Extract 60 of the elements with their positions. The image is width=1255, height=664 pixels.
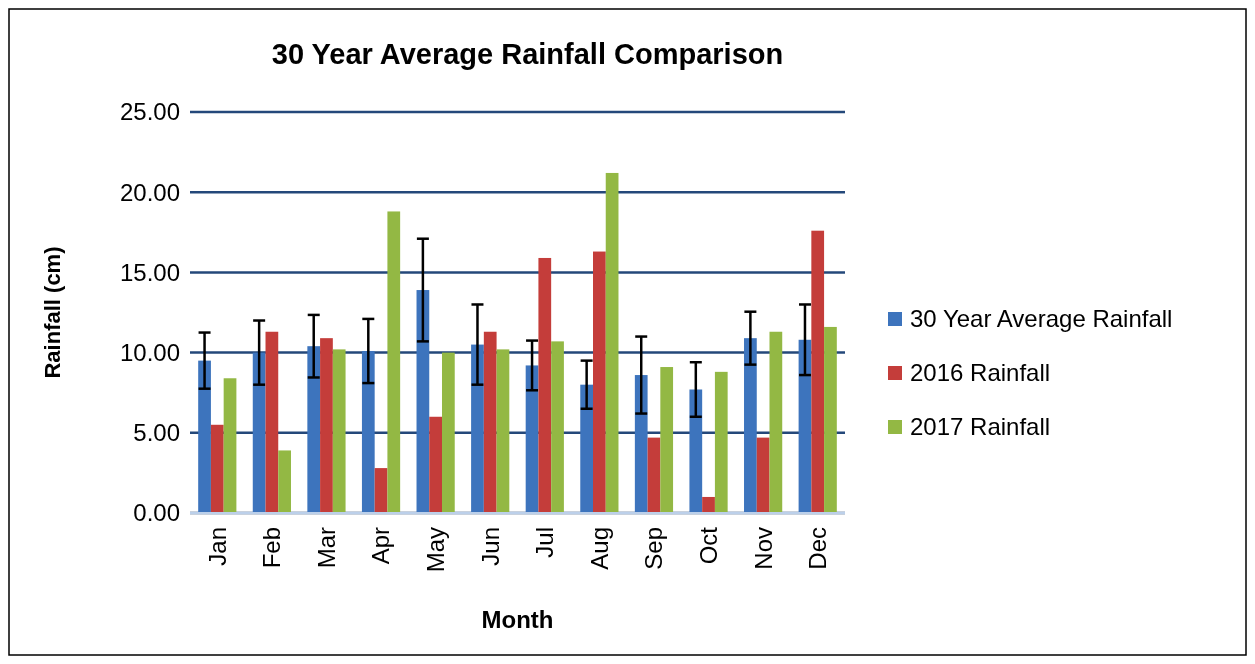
x-tick-label: Jan [203,527,231,566]
bar [824,326,837,513]
x-tick-label: May [422,527,450,573]
bar [265,331,279,513]
y-tick-label: 0.00 [133,499,180,527]
bar [538,257,552,513]
bar [593,251,606,513]
bar [374,468,388,513]
bar [811,230,825,513]
bar [198,360,211,513]
bar [744,338,757,513]
bar [278,450,291,513]
chart-title: 30 Year Average Rainfall Comparison [271,38,784,70]
bar [252,352,266,513]
y-tick-label: 20.00 [119,178,180,206]
x-tick-label: Jun [476,527,504,566]
y-tick-label: 25.00 [119,98,180,126]
bar [714,371,728,513]
y-axis-title: Rainfall (cm) [40,246,65,379]
x-tick-label: Jul [531,527,559,558]
bar [689,389,703,513]
bar [551,341,564,513]
x-tick-label: Dec [804,527,832,570]
x-tick-label: Feb [258,527,286,569]
x-tick-label: Mar [312,527,340,569]
bar [605,172,619,513]
bar [387,211,401,513]
bar [769,331,783,513]
bar [416,290,430,513]
bar [307,346,321,513]
bar [634,375,648,513]
bar [702,496,715,513]
bar [223,378,237,513]
x-tick-label: Sep [640,527,668,570]
bar [471,344,484,513]
bar [580,384,594,513]
bar [320,338,333,513]
bar [483,331,497,513]
y-tick-label: 10.00 [119,339,180,366]
bar [210,424,224,513]
bar [798,339,812,513]
legend-label: 30 Year Average Rainfall [910,305,1173,333]
x-tick-label: Nov [749,527,777,570]
bar [361,351,375,513]
x-tick-label: Oct [694,526,722,565]
x-axis-title: Month [481,606,554,633]
bar [332,349,346,513]
x-tick-label: Aug [585,527,613,570]
bar [647,437,661,513]
bar [441,352,455,513]
legend-label: 2017 Rainfall [910,413,1051,441]
bar [525,365,539,513]
legend-label: 2016 Rainfall [910,359,1051,387]
bar [660,367,674,513]
x-tick-label: Apr [367,527,395,565]
y-tick-label: 15.00 [119,258,180,286]
y-tick-label: 5.00 [133,419,180,447]
bar [756,437,770,513]
bar [496,349,510,513]
bar [429,416,442,513]
